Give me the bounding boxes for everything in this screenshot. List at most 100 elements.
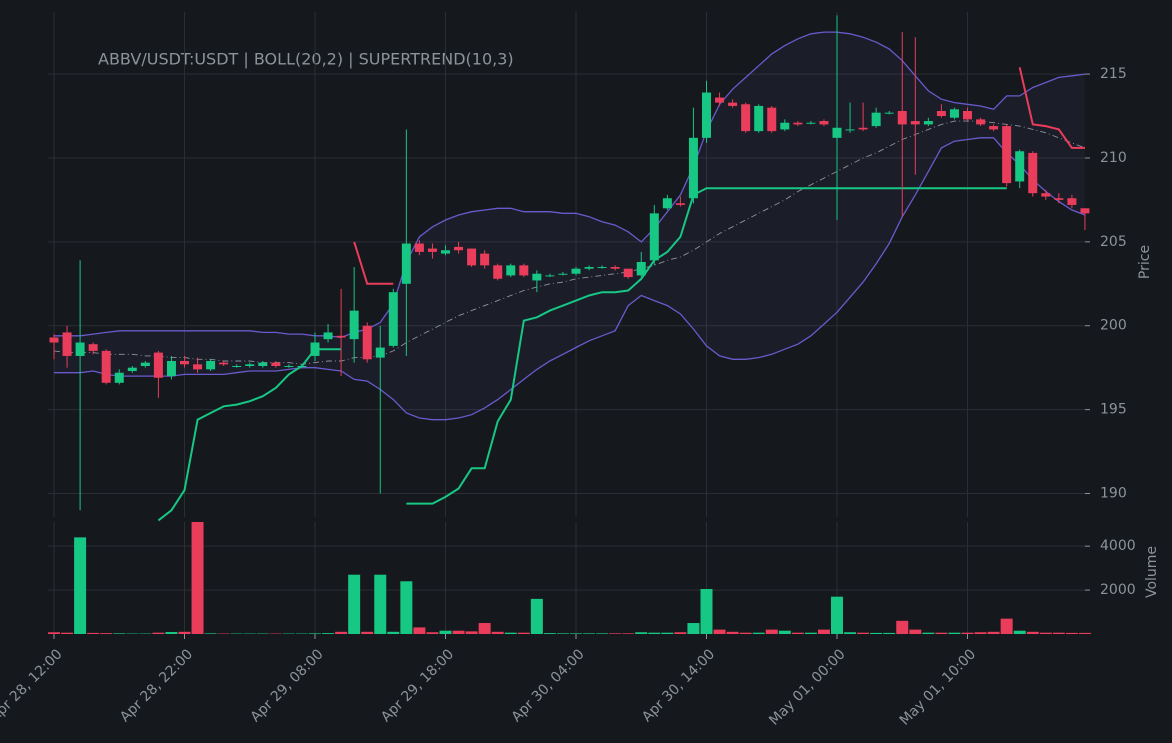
candle-body: [506, 265, 516, 276]
volume-bar: [309, 633, 321, 634]
candle-body: [910, 121, 920, 125]
supertrend-down: [353, 67, 1085, 285]
volume-bar: [113, 633, 126, 634]
candle-body: [140, 362, 150, 367]
volume-bar: [883, 632, 896, 634]
volume-bar: [439, 630, 452, 634]
volume-bar: [152, 632, 165, 634]
volume-bar: [726, 631, 739, 634]
candle-body: [675, 203, 685, 205]
candle-body: [219, 362, 229, 365]
volume-bar: [452, 630, 465, 634]
candle-body: [467, 248, 477, 266]
volume-bar: [1065, 632, 1078, 634]
volume-bar: [48, 632, 60, 634]
candle-body: [441, 250, 450, 254]
y-tick-label: 210: [1100, 150, 1127, 166]
volume-bar: [909, 629, 922, 634]
volume-bar: [570, 633, 582, 634]
volume-bar: [831, 596, 843, 634]
candle-body: [454, 246, 464, 251]
candle-body: [401, 243, 411, 284]
volume-bar: [752, 632, 765, 634]
candle-body: [793, 122, 803, 125]
candle-body: [754, 105, 764, 132]
volume-bar: [61, 632, 74, 634]
bollinger-upper: [54, 31, 1086, 339]
candle-body: [362, 325, 372, 360]
volume-axis-label: Volume: [1144, 546, 1160, 598]
candle-body: [206, 360, 216, 370]
volume-bar: [74, 537, 87, 634]
candle-body: [688, 137, 698, 199]
y-tick-label: 205: [1100, 234, 1127, 250]
candle-body: [936, 110, 946, 117]
y-tick-label: 190: [1100, 486, 1127, 502]
candle-body: [662, 198, 672, 209]
volume-bar: [987, 631, 1000, 634]
candle-body: [649, 213, 659, 261]
volume-bar: [674, 632, 687, 634]
volume-bar: [465, 631, 478, 634]
volume-bar: [165, 632, 178, 634]
candle-body: [62, 332, 72, 356]
candle-body: [571, 268, 581, 274]
candle-body: [1067, 198, 1077, 205]
volume-bar: [478, 623, 491, 634]
candle-body: [388, 292, 398, 346]
candle-body: [558, 273, 568, 275]
volume-bar: [1013, 630, 1026, 634]
candle-body: [545, 275, 555, 277]
volume-bar: [609, 633, 622, 634]
volume-bar: [961, 632, 974, 634]
volume-bar: [400, 581, 413, 634]
volume-bar: [870, 632, 883, 634]
candle-body: [271, 362, 281, 367]
candle-body: [1028, 152, 1038, 194]
candle-body: [297, 366, 307, 368]
volume-bar: [374, 574, 387, 634]
candle-body: [127, 367, 137, 372]
candle-body: [702, 92, 711, 138]
candle-body: [1002, 126, 1012, 184]
candle-body: [597, 267, 607, 269]
candle-body: [349, 310, 359, 340]
y-tick-label: 200: [1100, 318, 1127, 334]
volume-bar: [361, 631, 374, 634]
volume-bar: [530, 598, 543, 634]
candle-body: [871, 112, 881, 127]
candle-body: [336, 335, 346, 338]
bollinger-middle: [53, 120, 1086, 365]
candle-body: [310, 342, 320, 356]
y-tick-label: 215: [1100, 66, 1127, 82]
candle-body: [180, 360, 189, 365]
volume-bar: [857, 632, 870, 634]
y-tick-label: 195: [1100, 402, 1127, 418]
volume-bar: [817, 629, 830, 634]
candle-body: [806, 122, 816, 124]
bollinger-lower: [54, 137, 1086, 421]
volume-bar: [948, 632, 961, 634]
candle-body: [741, 104, 751, 132]
volume-bar: [1000, 618, 1013, 634]
volume-bar: [844, 632, 857, 634]
volume-bar: [556, 633, 569, 634]
volume-bar: [791, 632, 804, 634]
candle-body: [414, 243, 424, 252]
candle-body: [480, 253, 490, 266]
volume-bar: [348, 574, 361, 634]
candle-body: [858, 127, 868, 130]
volume-bar: [1052, 632, 1065, 634]
volume-bar: [413, 627, 426, 634]
volume-bar: [765, 629, 778, 634]
candle-body: [1080, 208, 1090, 214]
candle-body: [963, 110, 972, 120]
volume-bar: [100, 633, 113, 634]
candle-body: [1041, 193, 1051, 197]
volume-bar: [596, 633, 609, 634]
candle-body: [832, 127, 842, 138]
volume-bar: [974, 632, 987, 634]
candle-body: [101, 350, 111, 383]
candle-body: [519, 265, 529, 276]
